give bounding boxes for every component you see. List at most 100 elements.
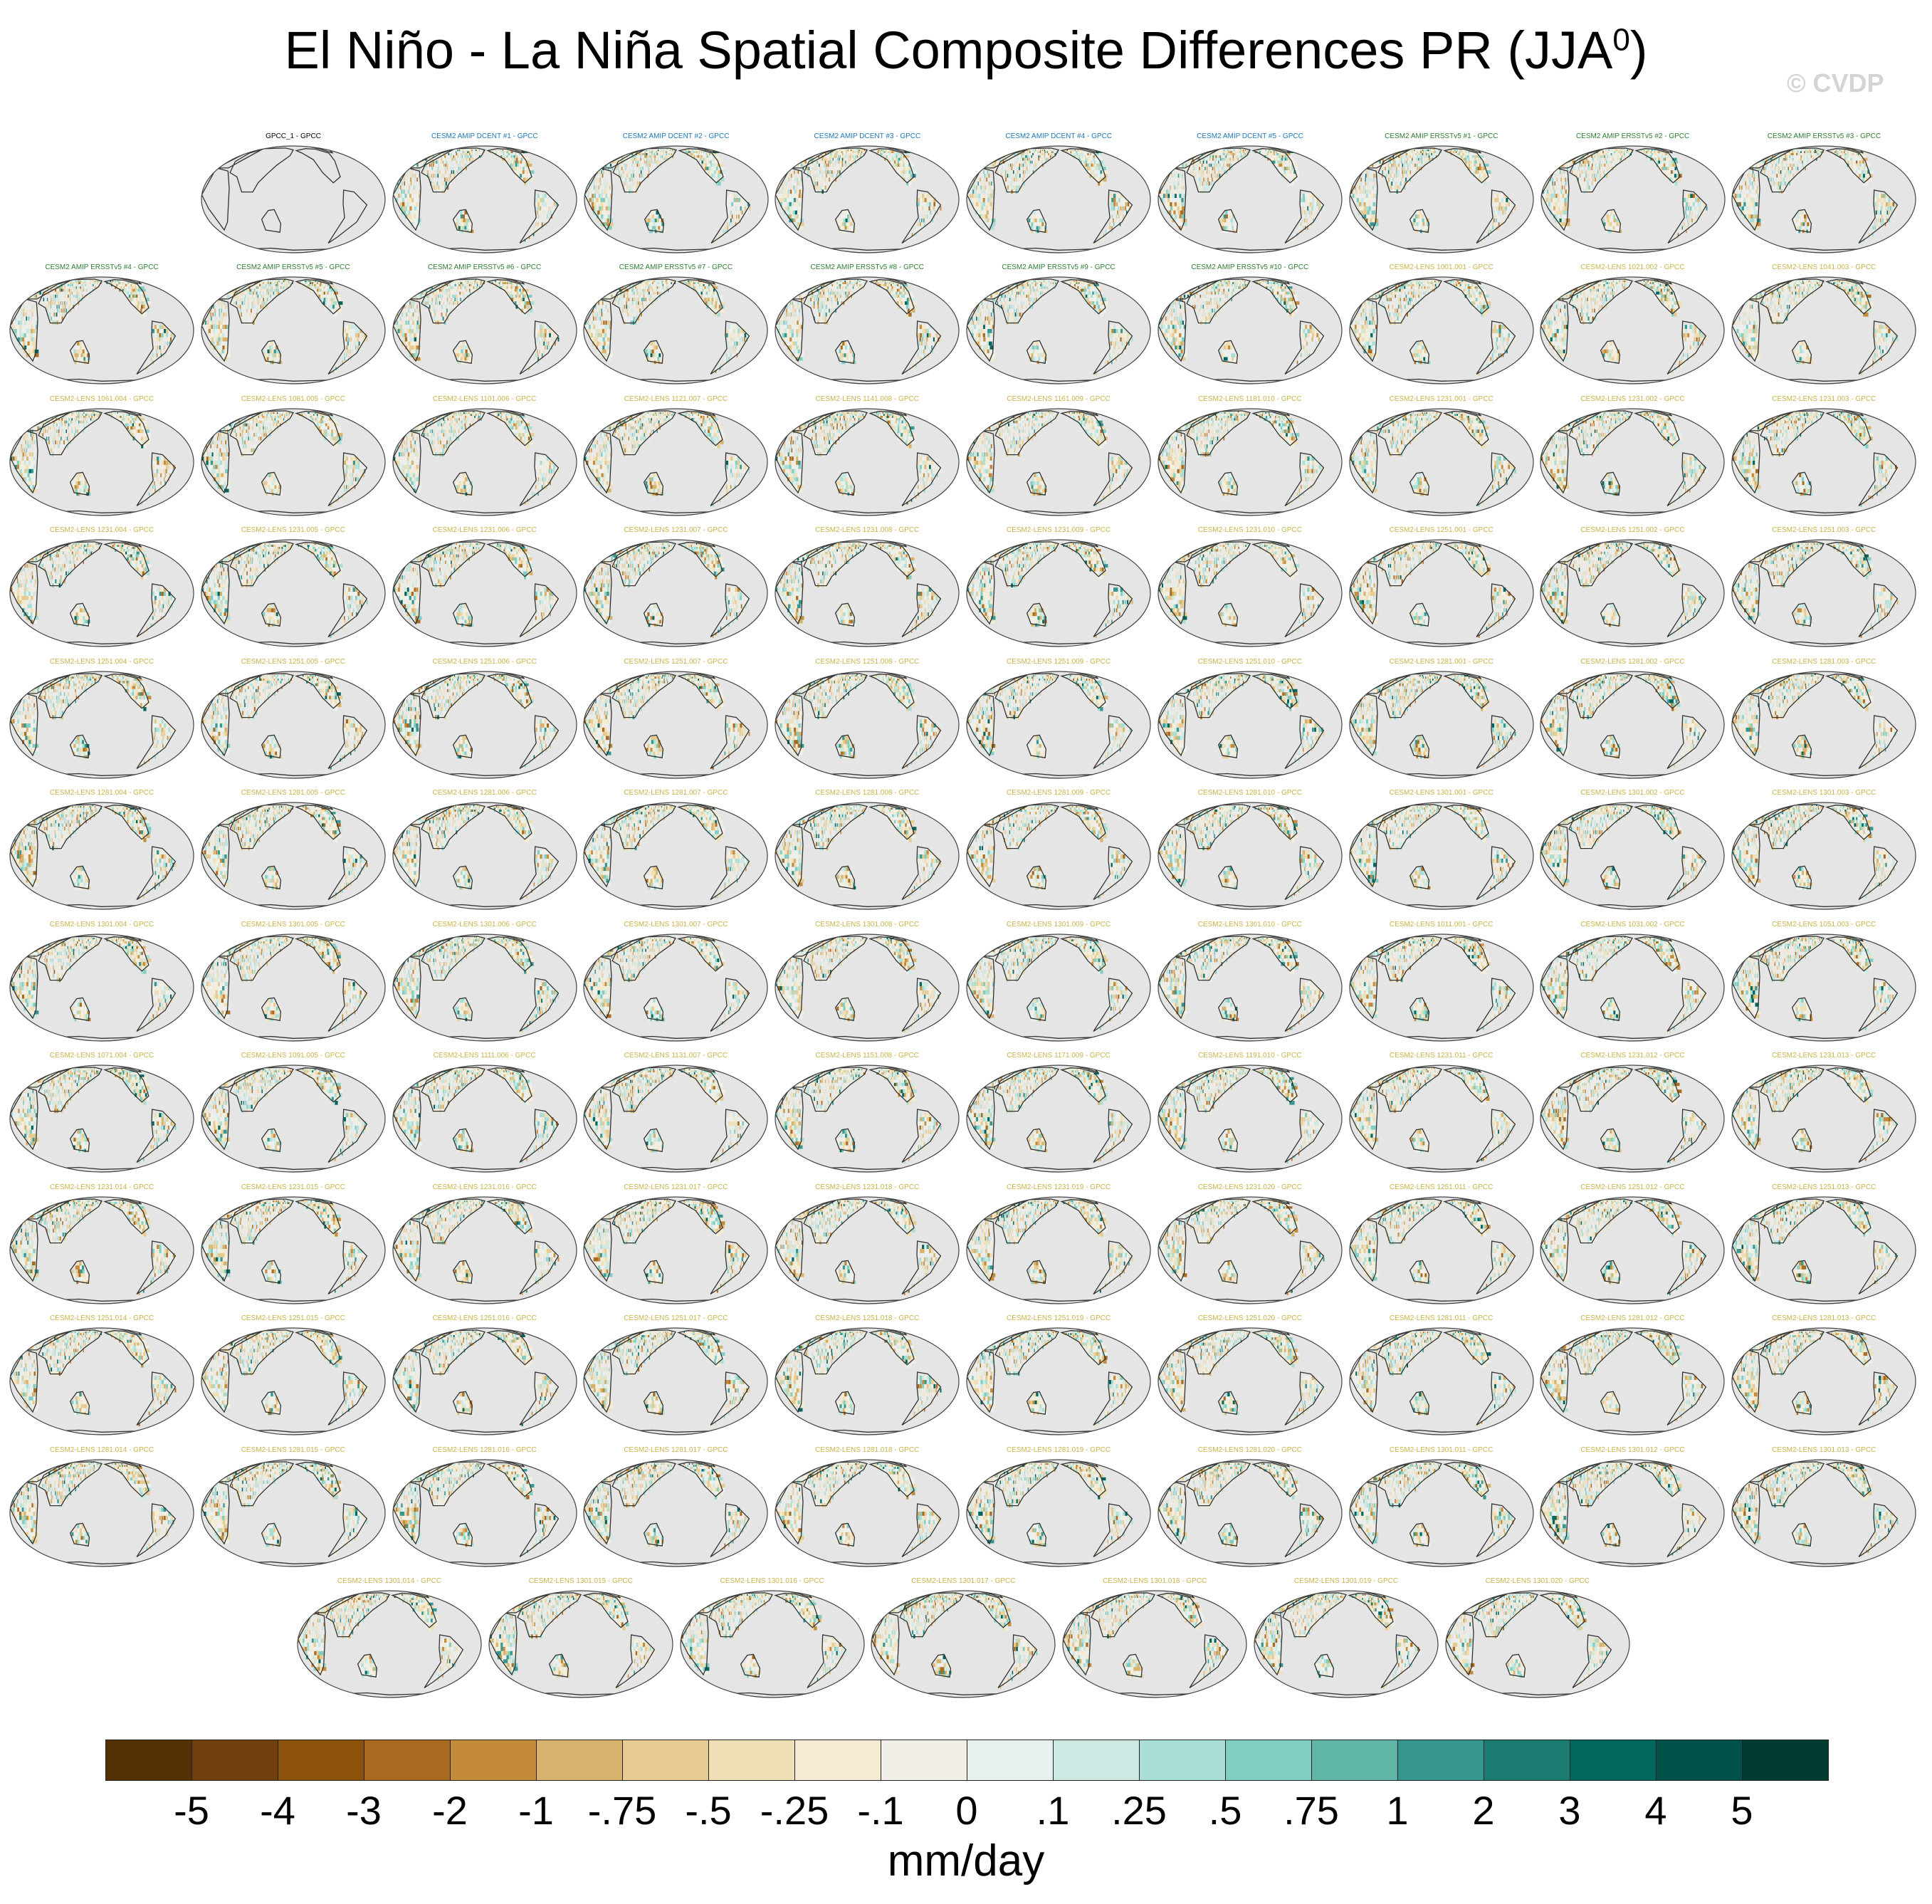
world-map: [1348, 145, 1535, 254]
world-map: [1348, 801, 1535, 911]
colorbar-tick-label: -3: [321, 1787, 406, 1834]
map-panel: CESM2-LENS 1281.006 - GPCC: [392, 788, 578, 911]
map-panel-title: CESM2-LENS 1281.006 - GPCC: [384, 788, 585, 798]
world-map: [1157, 538, 1343, 648]
world-map: [1444, 1589, 1631, 1699]
world-map: [9, 1196, 195, 1305]
colorbar-box: [1397, 1740, 1484, 1781]
map-panel: CESM2-LENS 1171.009 - GPCC: [965, 1051, 1152, 1173]
map-panel-title: CESM2-LENS 1251.018 - GPCC: [767, 1314, 967, 1324]
world-map: [774, 1458, 960, 1568]
map-panel-title: CESM2-LENS 1231.018 - GPCC: [767, 1183, 967, 1193]
map-panel-title: CESM2-LENS 1251.004 - GPCC: [1, 657, 202, 667]
map-panel-title: CESM2-LENS 1081.005 - GPCC: [193, 394, 394, 404]
map-panel: CESM2-LENS 1281.001 - GPCC: [1348, 657, 1535, 780]
map-panel-title: CESM2-LENS 1281.008 - GPCC: [767, 788, 967, 798]
map-panel-title: CESM2-LENS 1231.008 - GPCC: [767, 525, 967, 535]
world-map: [392, 1064, 578, 1173]
world-map: [1253, 1589, 1439, 1699]
map-panel: CESM2-LENS 1231.011 - GPCC: [1348, 1051, 1535, 1173]
world-map: [488, 1589, 674, 1699]
map-panel-title: CESM2-LENS 1231.001 - GPCC: [1341, 394, 1542, 404]
map-panel: CESM2-LENS 1021.002 - GPCC: [1539, 263, 1726, 385]
map-panel: CESM2-LENS 1281.020 - GPCC: [1157, 1445, 1343, 1568]
map-panel-title: CESM2-LENS 1251.016 - GPCC: [384, 1314, 585, 1324]
map-panel-title: CESM2-LENS 1171.009 - GPCC: [958, 1051, 1159, 1061]
colorbar-box: [536, 1740, 623, 1781]
map-panel-title: CESM2-LENS 1061.004 - GPCC: [1, 394, 202, 404]
world-map: [1157, 801, 1343, 911]
map-panel: CESM2-LENS 1231.008 - GPCC: [774, 525, 960, 648]
world-map: [392, 1458, 578, 1568]
map-panel-title: CESM2-LENS 1301.009 - GPCC: [958, 920, 1159, 930]
map-panel-title: CESM2-LENS 1231.013 - GPCC: [1723, 1051, 1924, 1061]
map-panel-title: CESM2-LENS 1301.020 - GPCC: [1437, 1576, 1638, 1586]
colorbar-box: [881, 1740, 967, 1781]
map-panel: CESM2-LENS 1251.015 - GPCC: [200, 1314, 387, 1436]
map-panel-title: CESM2-LENS 1151.008 - GPCC: [767, 1051, 967, 1061]
world-map: [9, 407, 195, 517]
map-panel: CESM2-LENS 1011.001 - GPCC: [1348, 920, 1535, 1042]
map-panel-title: CESM2-LENS 1251.013 - GPCC: [1723, 1183, 1924, 1193]
map-panel: CESM2-LENS 1251.014 - GPCC: [9, 1314, 195, 1436]
world-map: [9, 276, 195, 385]
map-panel-title: CESM2-LENS 1301.011 - GPCC: [1341, 1445, 1542, 1455]
map-panel: CESM2-LENS 1301.004 - GPCC: [9, 920, 195, 1042]
colorbar-tick-label: -2: [407, 1787, 493, 1834]
world-map: [1539, 407, 1726, 517]
world-map: [9, 538, 195, 648]
map-panel: CESM2-LENS 1251.008 - GPCC: [774, 657, 960, 780]
map-panel-title: CESM2 AMIP DCENT #5 - GPCC: [1150, 132, 1350, 142]
map-panel: CESM2 AMIP ERSSTv5 #3 - GPCC: [1731, 132, 1917, 254]
map-panel: CESM2-LENS 1231.002 - GPCC: [1539, 394, 1726, 517]
map-panel: CESM2-LENS 1281.016 - GPCC: [392, 1445, 578, 1568]
map-panel: CESM2-LENS 1281.002 - GPCC: [1539, 657, 1726, 780]
colorbar-tick-label: -.5: [666, 1787, 751, 1834]
colorbar-box: [450, 1740, 537, 1781]
map-panel-title: CESM2-LENS 1281.013 - GPCC: [1723, 1314, 1924, 1324]
map-panel: CESM2-LENS 1231.006 - GPCC: [392, 525, 578, 648]
map-panel: CESM2-LENS 1281.011 - GPCC: [1348, 1314, 1535, 1436]
map-panel: CESM2 AMIP ERSSTv5 #2 - GPCC: [1540, 132, 1726, 254]
map-panel-title: CESM2-LENS 1051.003 - GPCC: [1723, 920, 1924, 930]
world-map: [965, 670, 1152, 780]
world-map: [965, 407, 1152, 517]
map-panel-title: CESM2 AMIP DCENT #2 - GPCC: [576, 132, 777, 142]
map-panel: CESM2-LENS 1251.007 - GPCC: [582, 657, 769, 780]
world-map: [1157, 1327, 1343, 1436]
map-panel: CESM2-LENS 1001.001 - GPCC: [1348, 263, 1535, 385]
map-panel-title: CESM2-LENS 1231.012 - GPCC: [1532, 1051, 1733, 1061]
colorbar-tick-label: .1: [1010, 1787, 1096, 1834]
world-map: [1348, 1458, 1535, 1568]
colorbar-tick-label: -1: [493, 1787, 579, 1834]
map-panel: CESM2-LENS 1301.011 - GPCC: [1348, 1445, 1535, 1568]
map-panel: CESM2-LENS 1281.007 - GPCC: [582, 788, 769, 911]
world-map: [1539, 933, 1726, 1042]
map-panel-title: CESM2-LENS 1231.015 - GPCC: [193, 1183, 394, 1193]
map-panel: CESM2-LENS 1281.008 - GPCC: [774, 788, 960, 911]
map-panel-title: CESM2-LENS 1251.020 - GPCC: [1150, 1314, 1350, 1324]
map-panel-title: CESM2-LENS 1231.017 - GPCC: [575, 1183, 776, 1193]
map-panel-title: CESM2-LENS 1251.015 - GPCC: [193, 1314, 394, 1324]
map-panel-title: GPCC_1 - GPCC: [193, 132, 394, 142]
world-map: [965, 1327, 1152, 1436]
map-panel-title: CESM2-LENS 1301.004 - GPCC: [1, 920, 202, 930]
map-panel: CESM2-LENS 1231.015 - GPCC: [200, 1183, 387, 1305]
world-map: [9, 1327, 195, 1436]
map-panel: CESM2-LENS 1231.017 - GPCC: [582, 1183, 769, 1305]
map-panel: CESM2-LENS 1251.018 - GPCC: [774, 1314, 960, 1436]
map-panel: CESM2 AMIP ERSSTv5 #4 - GPCC: [9, 263, 195, 385]
world-map: [1348, 1196, 1535, 1305]
map-panel: CESM2-LENS 1281.015 - GPCC: [200, 1445, 387, 1568]
map-panel-title: CESM2-LENS 1281.010 - GPCC: [1150, 788, 1350, 798]
colorbar-tick-label: -5: [149, 1787, 234, 1834]
colorbar-box: [1484, 1740, 1570, 1781]
map-panel-title: CESM2-LENS 1301.002 - GPCC: [1532, 788, 1733, 798]
world-map: [200, 276, 387, 385]
map-panel-title: CESM2-LENS 1301.016 - GPCC: [672, 1576, 873, 1586]
map-panel: CESM2-LENS 1071.004 - GPCC: [9, 1051, 195, 1173]
map-panel-title: CESM2-LENS 1251.009 - GPCC: [958, 657, 1159, 667]
world-map: [1731, 1196, 1917, 1305]
world-map: [965, 1064, 1152, 1173]
world-map: [1348, 933, 1535, 1042]
